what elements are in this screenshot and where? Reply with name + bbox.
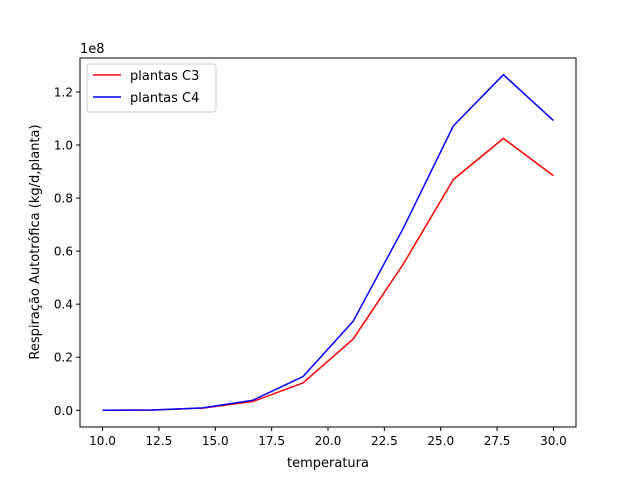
y-tick-label: 0.4 bbox=[54, 298, 73, 312]
legend-frame bbox=[86, 63, 217, 113]
legend-label-c3: plantas C3 bbox=[130, 69, 199, 84]
series-line-c4 bbox=[102, 73, 554, 412]
x-tick-label: 27.5 bbox=[484, 434, 511, 448]
x-tick-label: 15.0 bbox=[202, 434, 229, 448]
legend-label-c4: plantas C4 bbox=[130, 91, 199, 106]
y-tick-label: 0.2 bbox=[54, 351, 73, 365]
x-tick-label: 30.0 bbox=[540, 434, 567, 448]
x-tick-label: 22.5 bbox=[371, 434, 398, 448]
y-tick-label: 0.0 bbox=[54, 404, 73, 418]
x-tick-label: 10.0 bbox=[89, 434, 116, 448]
x-axis-ticks: 10.0 12.5 15.0 17.5 20.0 22.5 25.0 27.5 30.0 bbox=[89, 427, 567, 448]
y-axis-ticks: 0.0 0.2 0.4 0.6 0.8 1.0 1.2 bbox=[54, 85, 80, 418]
y-axis-label: Respiração Autotrófica (kg/d,planta) bbox=[28, 124, 43, 359]
y-tick-label: 0.8 bbox=[54, 192, 73, 206]
y-tick-label: 1.2 bbox=[54, 85, 73, 99]
legend: plantas C3 plantas C4 bbox=[86, 63, 217, 113]
series-lines bbox=[102, 73, 554, 412]
x-tick-label: 20.0 bbox=[315, 434, 342, 448]
x-tick-label: 17.5 bbox=[258, 434, 285, 448]
y-tick-label: 1.0 bbox=[54, 139, 73, 153]
x-axis-label: temperatura bbox=[287, 456, 369, 471]
plot-area bbox=[80, 58, 576, 427]
x-tick-label: 12.5 bbox=[146, 434, 173, 448]
y-offset-label: 1e8 bbox=[80, 42, 105, 57]
x-tick-label: 25.0 bbox=[427, 434, 454, 448]
y-tick-label: 0.6 bbox=[54, 245, 73, 259]
